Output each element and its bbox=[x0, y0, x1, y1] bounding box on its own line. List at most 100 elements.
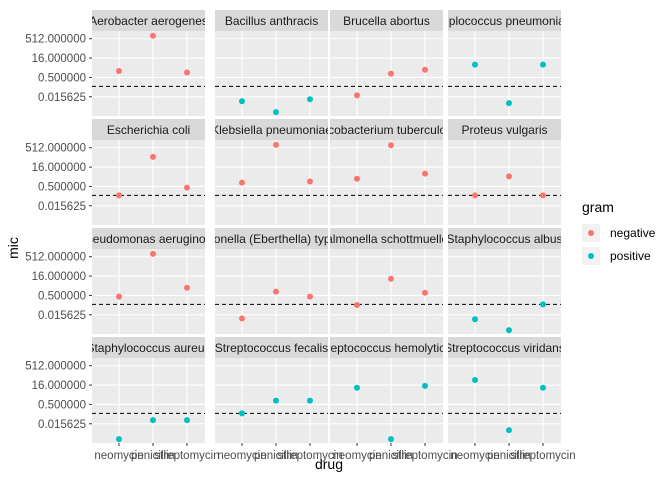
facet-strip-label: Streptococcus fecalis bbox=[215, 341, 328, 355]
facet-panel: Brucella abortus bbox=[330, 10, 443, 116]
facet-panel: Klebsiella pneumoniae bbox=[211, 119, 332, 225]
y-tick-label: 0.500000 bbox=[38, 72, 86, 84]
facet-strip-label: Bacillus anthracis bbox=[225, 14, 318, 28]
data-point bbox=[307, 293, 313, 300]
y-tick-label: 0.500000 bbox=[38, 181, 86, 193]
legend-title: gram bbox=[582, 199, 614, 215]
facet-strip-label: Proteus vulgaris bbox=[461, 123, 547, 137]
x-tick-label: streptomycin bbox=[277, 450, 342, 462]
data-point bbox=[184, 284, 190, 291]
data-point bbox=[273, 288, 279, 295]
facet-strip bbox=[215, 10, 328, 31]
data-point bbox=[472, 376, 478, 383]
data-point bbox=[388, 70, 394, 77]
facet-panel: Staphylococcus aureus bbox=[86, 337, 210, 443]
data-point bbox=[540, 384, 546, 391]
x-tick-label: penicillin bbox=[487, 450, 531, 462]
data-point bbox=[354, 92, 360, 99]
facet-strip bbox=[330, 228, 443, 249]
facet-strip-label: Pseudomonas aeruginosa bbox=[79, 232, 219, 246]
data-point bbox=[239, 98, 245, 105]
facet-panel: Escherichia coli bbox=[92, 119, 205, 225]
x-tick-label: penicillin bbox=[254, 450, 298, 462]
panel-background bbox=[92, 140, 205, 225]
x-tick-label: streptomycin bbox=[392, 450, 457, 462]
data-point bbox=[354, 302, 360, 309]
data-point bbox=[388, 275, 394, 282]
y-tick-label: 0.015625 bbox=[38, 201, 86, 213]
panel-background bbox=[448, 249, 561, 334]
facet-panel: Staphylococcus albus bbox=[448, 228, 561, 334]
facet-strip-label: Streptococcus viridans bbox=[444, 341, 565, 355]
facet-panel: Bacillus anthracis bbox=[215, 10, 328, 116]
panel-background bbox=[92, 249, 205, 334]
y-tick-label: 16.000000 bbox=[32, 271, 86, 283]
legend: gram negative positive bbox=[582, 199, 656, 265]
data-point bbox=[307, 96, 313, 103]
x-tick-label: streptomycin bbox=[154, 450, 219, 462]
data-point bbox=[150, 32, 156, 39]
data-point bbox=[184, 69, 190, 76]
panel-background bbox=[215, 31, 328, 116]
data-point bbox=[239, 315, 245, 322]
y-tick-label: 16.000000 bbox=[32, 53, 86, 65]
data-point bbox=[150, 250, 156, 257]
panel-background bbox=[448, 31, 561, 116]
x-tick-label: penicillin bbox=[369, 450, 413, 462]
facet-strip bbox=[330, 119, 443, 140]
y-axis-title: mic bbox=[5, 237, 21, 259]
facet-strip-label: Brucella abortus bbox=[343, 14, 430, 28]
data-point bbox=[184, 184, 190, 191]
x-tick-label: penicillin bbox=[131, 450, 175, 462]
facet-panel: Streptococcus hemolyticus bbox=[330, 337, 443, 443]
data-point bbox=[116, 67, 122, 74]
data-point bbox=[422, 170, 428, 177]
facet-panel: Streptococcus fecalis bbox=[215, 337, 328, 443]
facet-strip bbox=[448, 119, 561, 140]
y-axes: 512.000000 16.000000 0.500000 0.015625 512.0… bbox=[25, 34, 92, 431]
data-point bbox=[239, 410, 245, 417]
y-tick-label: 0.015625 bbox=[38, 92, 86, 104]
facet-panel: Salmonella (Eberthella) typhosa bbox=[215, 228, 328, 334]
data-point bbox=[506, 173, 512, 180]
panel-background bbox=[330, 140, 443, 225]
y-tick-label: 512.000000 bbox=[25, 361, 86, 373]
data-point bbox=[116, 192, 122, 199]
y-tick-label: 16.000000 bbox=[32, 162, 86, 174]
y-tick-label: 512.000000 bbox=[25, 34, 86, 46]
facet-strip bbox=[92, 119, 205, 140]
data-point bbox=[388, 142, 394, 149]
x-tick-label: neomycin bbox=[217, 450, 266, 462]
data-point bbox=[540, 61, 546, 68]
data-point bbox=[307, 397, 313, 404]
facet-panel: Aerobacter aerogenes bbox=[92, 10, 205, 116]
facet-strip bbox=[448, 337, 561, 358]
facet-strip-label: Salmonella schottmuelleri bbox=[318, 232, 455, 246]
facet-strip-label: Mycobacterium tuberculosis bbox=[312, 123, 461, 137]
facet-strip bbox=[215, 337, 328, 358]
facet-strip bbox=[92, 228, 205, 249]
data-point bbox=[273, 109, 279, 116]
x-tick-label: neomycin bbox=[450, 450, 499, 462]
data-point bbox=[150, 153, 156, 160]
y-tick-label: 0.015625 bbox=[38, 419, 86, 431]
facet-strip bbox=[330, 337, 443, 358]
x-axis-title: drug bbox=[315, 456, 343, 472]
data-point bbox=[239, 179, 245, 186]
facet-strip-label: Klebsiella pneumoniae bbox=[211, 123, 332, 137]
facet-strip bbox=[215, 228, 328, 249]
legend-label: positive bbox=[610, 249, 651, 263]
facet-strip-label: Escherichia coli bbox=[107, 123, 190, 137]
x-tick-label: neomycin bbox=[332, 450, 381, 462]
panel-background bbox=[215, 249, 328, 334]
facet-strip-label: Staphylococcus aureus bbox=[86, 341, 210, 355]
data-point bbox=[472, 61, 478, 68]
facet-panel: Pseudomonas aeruginosa bbox=[79, 228, 219, 334]
facet-panel: Salmonella schottmuelleri bbox=[318, 228, 455, 334]
data-point bbox=[506, 100, 512, 107]
facet-panel: Proteus vulgaris bbox=[448, 119, 561, 225]
data-point bbox=[422, 66, 428, 73]
data-point bbox=[506, 427, 512, 434]
panel-background bbox=[330, 31, 443, 116]
